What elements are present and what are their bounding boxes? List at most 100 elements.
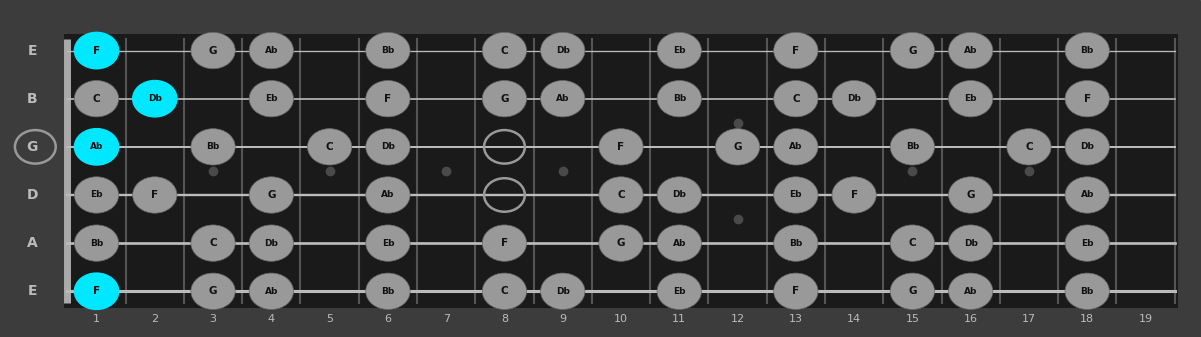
Text: Eb: Eb bbox=[382, 239, 394, 248]
Circle shape bbox=[483, 81, 526, 117]
Circle shape bbox=[249, 81, 293, 117]
Circle shape bbox=[773, 273, 818, 309]
Text: G: G bbox=[908, 45, 916, 56]
Circle shape bbox=[1065, 81, 1110, 117]
Text: E: E bbox=[28, 43, 37, 58]
Circle shape bbox=[599, 129, 644, 165]
Text: C: C bbox=[617, 190, 625, 200]
Text: Ab: Ab bbox=[264, 287, 277, 296]
Text: 14: 14 bbox=[847, 314, 861, 324]
Circle shape bbox=[773, 177, 818, 213]
Circle shape bbox=[1006, 129, 1051, 165]
Circle shape bbox=[74, 32, 119, 69]
Text: Bb: Bb bbox=[906, 142, 919, 151]
Circle shape bbox=[540, 81, 585, 117]
Text: Db: Db bbox=[148, 94, 162, 103]
Circle shape bbox=[1065, 129, 1110, 165]
Circle shape bbox=[1065, 32, 1110, 69]
Text: C: C bbox=[92, 94, 101, 104]
Circle shape bbox=[249, 32, 293, 69]
Circle shape bbox=[191, 129, 235, 165]
Text: C: C bbox=[501, 286, 508, 296]
Text: F: F bbox=[793, 286, 800, 296]
Text: Eb: Eb bbox=[964, 94, 976, 103]
Circle shape bbox=[132, 81, 177, 117]
Circle shape bbox=[366, 129, 410, 165]
Circle shape bbox=[1065, 177, 1110, 213]
Text: 19: 19 bbox=[1139, 314, 1153, 324]
Text: G: G bbox=[734, 142, 742, 152]
Circle shape bbox=[483, 225, 526, 261]
Circle shape bbox=[657, 177, 701, 213]
Text: Db: Db bbox=[847, 94, 861, 103]
Text: F: F bbox=[151, 190, 159, 200]
Text: G: G bbox=[209, 286, 217, 296]
Text: Bb: Bb bbox=[789, 239, 802, 248]
Text: 1: 1 bbox=[92, 314, 100, 324]
Circle shape bbox=[540, 273, 585, 309]
Text: C: C bbox=[1026, 142, 1033, 152]
Text: 15: 15 bbox=[906, 314, 920, 324]
Text: G: G bbox=[617, 238, 626, 248]
Circle shape bbox=[599, 177, 644, 213]
Text: C: C bbox=[909, 238, 916, 248]
Text: 9: 9 bbox=[560, 314, 567, 324]
Text: Eb: Eb bbox=[1081, 239, 1093, 248]
Text: Bb: Bb bbox=[1081, 46, 1094, 55]
Circle shape bbox=[366, 273, 410, 309]
Circle shape bbox=[74, 177, 119, 213]
Circle shape bbox=[832, 177, 877, 213]
Circle shape bbox=[657, 81, 701, 117]
Circle shape bbox=[949, 225, 993, 261]
Circle shape bbox=[249, 273, 293, 309]
Circle shape bbox=[890, 273, 934, 309]
Text: B: B bbox=[26, 92, 37, 106]
Circle shape bbox=[366, 177, 410, 213]
Text: G: G bbox=[500, 94, 509, 104]
Text: Eb: Eb bbox=[90, 190, 103, 200]
Text: C: C bbox=[325, 142, 334, 152]
Circle shape bbox=[657, 225, 701, 261]
Text: F: F bbox=[793, 45, 800, 56]
Text: F: F bbox=[92, 286, 100, 296]
Circle shape bbox=[949, 32, 993, 69]
Text: 2: 2 bbox=[151, 314, 159, 324]
Text: Eb: Eb bbox=[265, 94, 277, 103]
Circle shape bbox=[1065, 225, 1110, 261]
Circle shape bbox=[249, 177, 293, 213]
Circle shape bbox=[366, 32, 410, 69]
Circle shape bbox=[890, 32, 934, 69]
Text: Ab: Ab bbox=[264, 46, 277, 55]
Text: 13: 13 bbox=[789, 314, 802, 324]
Text: 16: 16 bbox=[963, 314, 978, 324]
Circle shape bbox=[949, 273, 993, 309]
Text: 7: 7 bbox=[443, 314, 449, 324]
Text: F: F bbox=[92, 45, 100, 56]
Circle shape bbox=[773, 129, 818, 165]
Text: Ab: Ab bbox=[556, 94, 569, 103]
Text: D: D bbox=[26, 188, 38, 202]
Text: Bb: Bb bbox=[90, 239, 103, 248]
Text: Db: Db bbox=[963, 239, 978, 248]
Circle shape bbox=[249, 225, 293, 261]
Text: 3: 3 bbox=[209, 314, 216, 324]
FancyBboxPatch shape bbox=[65, 34, 1177, 308]
Circle shape bbox=[599, 225, 644, 261]
Circle shape bbox=[483, 32, 526, 69]
Text: 5: 5 bbox=[327, 314, 333, 324]
Circle shape bbox=[890, 129, 934, 165]
Text: Bb: Bb bbox=[1081, 287, 1094, 296]
Text: C: C bbox=[209, 238, 217, 248]
Text: 12: 12 bbox=[730, 314, 745, 324]
Circle shape bbox=[74, 81, 119, 117]
Circle shape bbox=[949, 81, 993, 117]
Text: Db: Db bbox=[1080, 142, 1094, 151]
Text: Bb: Bb bbox=[673, 94, 686, 103]
Text: 8: 8 bbox=[501, 314, 508, 324]
Text: 6: 6 bbox=[384, 314, 392, 324]
Text: Eb: Eb bbox=[673, 287, 686, 296]
Text: Ab: Ab bbox=[789, 142, 802, 151]
Text: C: C bbox=[501, 45, 508, 56]
Circle shape bbox=[949, 177, 993, 213]
Circle shape bbox=[773, 81, 818, 117]
